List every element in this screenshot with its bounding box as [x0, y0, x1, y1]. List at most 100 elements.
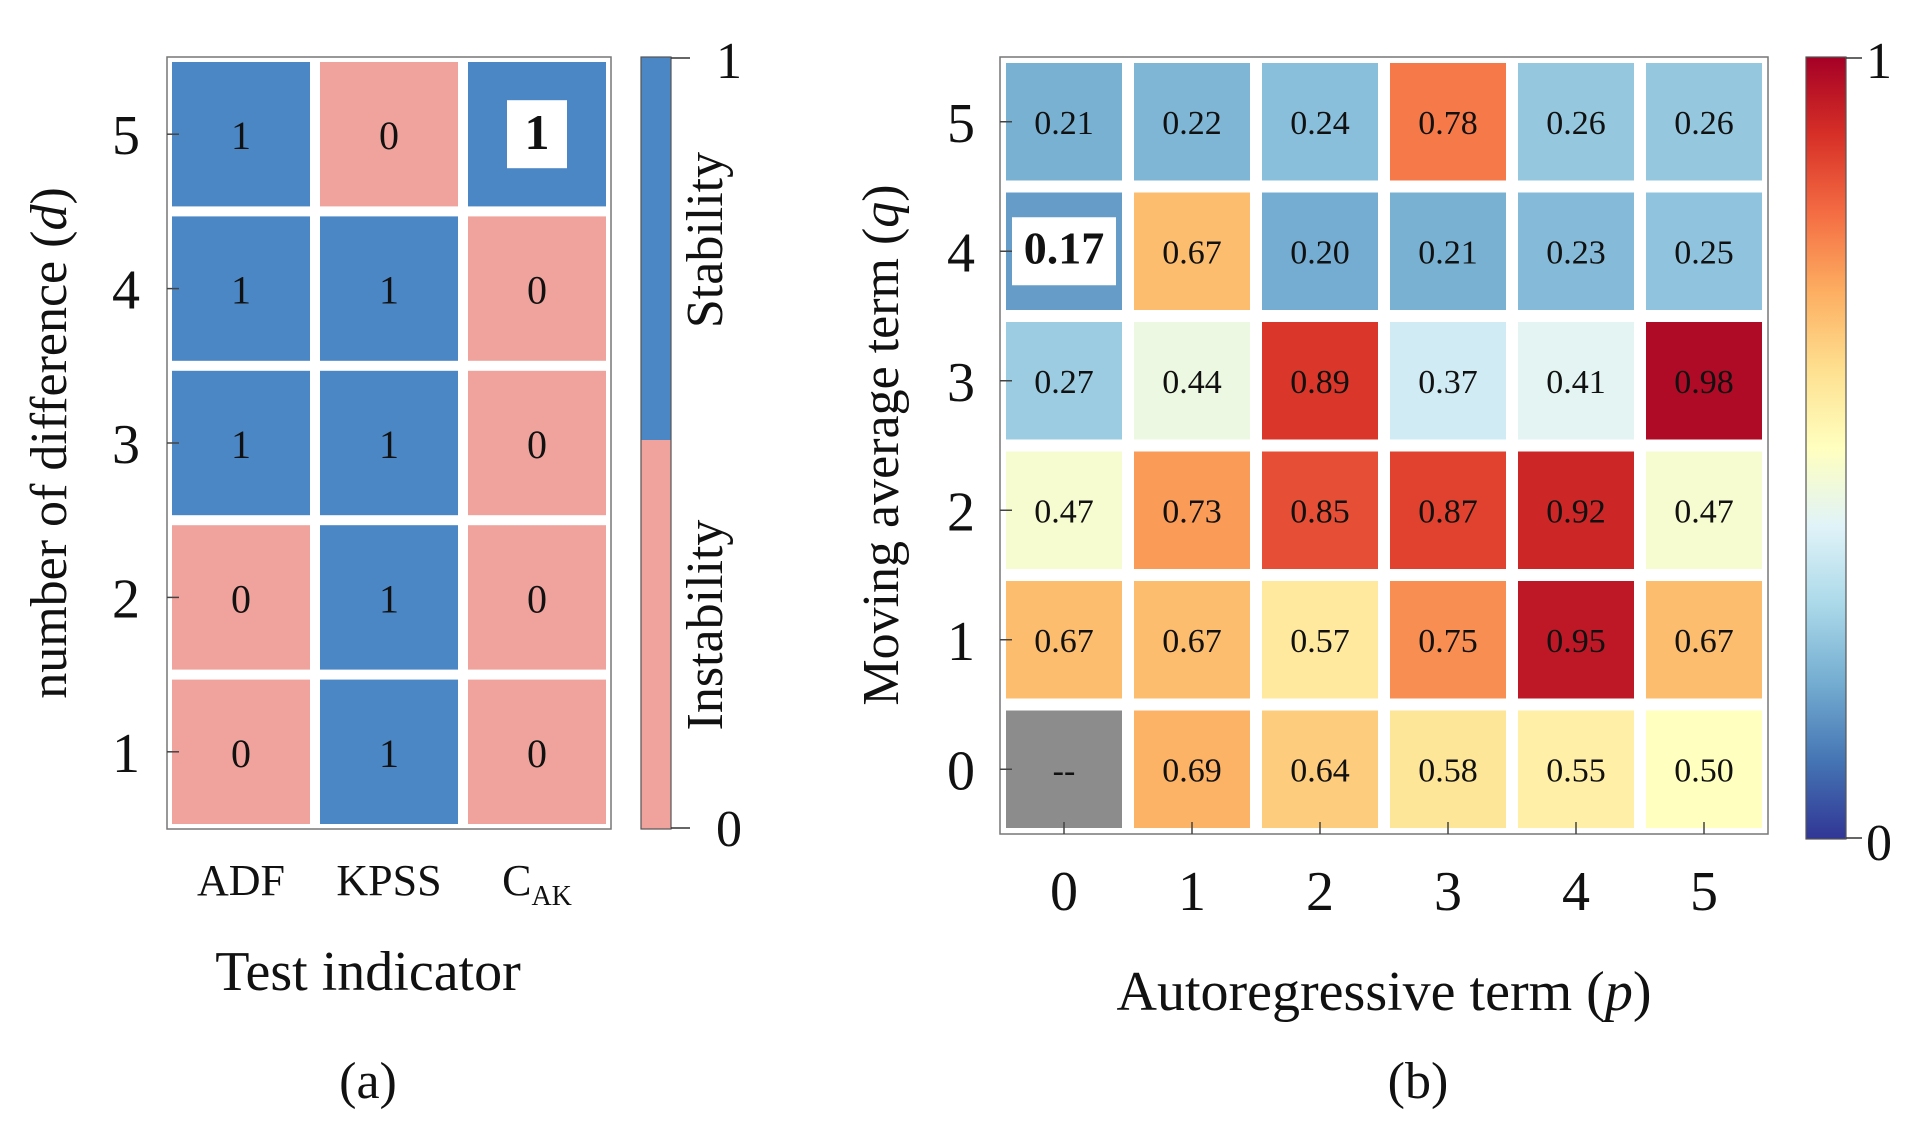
- panel-a-ylabel: number of difference (d): [21, 187, 78, 699]
- y-tick-label: 5: [947, 93, 975, 155]
- cell: [172, 525, 310, 670]
- panel-a-colorbar: 1 0 Stability Instability: [640, 33, 742, 858]
- cell-label: 0.67: [1034, 623, 1094, 660]
- cell: [468, 679, 606, 824]
- cell: [1134, 192, 1250, 310]
- cell-label: 0.37: [1418, 364, 1478, 401]
- cell-label: 0.26: [1674, 105, 1734, 142]
- cell: [1390, 63, 1506, 181]
- cell-label: --: [1053, 752, 1076, 789]
- panel-b-ylabel: Moving average term (q): [853, 184, 910, 705]
- cell: [1134, 581, 1250, 699]
- cell: [320, 525, 458, 670]
- cell-label: 0.23: [1546, 234, 1606, 271]
- cell: [468, 525, 606, 670]
- x-tick-label: 2: [1306, 861, 1334, 923]
- cell-label: 0: [231, 576, 251, 621]
- cell: [1390, 451, 1506, 569]
- cell-label: 0: [527, 268, 547, 313]
- cell: [1006, 322, 1122, 440]
- cell: [1134, 710, 1250, 828]
- panel-a-y-ticks: 5 4 3 2 1: [112, 105, 179, 785]
- cell: [1262, 451, 1378, 569]
- cell-label: 0.21: [1034, 105, 1094, 142]
- y-tick-label: 1: [947, 611, 975, 673]
- cell: [1518, 322, 1634, 440]
- cell-label: 0.87: [1418, 493, 1478, 530]
- cell-label: 1: [379, 422, 399, 467]
- cell-label: 0.26: [1546, 105, 1606, 142]
- colorbar-b-min-label: 0: [1866, 815, 1892, 872]
- x-tick-label: 3: [1434, 861, 1462, 923]
- cell: [1134, 63, 1250, 181]
- y-tick-label: 5: [112, 105, 140, 167]
- colorbar-min-label: 0: [716, 801, 742, 858]
- cell-label: 1: [231, 268, 251, 313]
- cell: [1262, 322, 1378, 440]
- x-tick-label: KPSS: [336, 856, 441, 905]
- cell: [1006, 581, 1122, 699]
- cell: [1646, 63, 1762, 181]
- cell-label: 0.41: [1546, 364, 1606, 401]
- cell-label: 0.21: [1418, 234, 1478, 271]
- cell-label: 1: [231, 113, 251, 158]
- cell-label: 0.89: [1290, 364, 1350, 401]
- cell: [320, 216, 458, 361]
- cell: [1646, 192, 1762, 310]
- cell-label: 0: [527, 576, 547, 621]
- cell-label: 0.67: [1162, 234, 1222, 271]
- x-tick-label: ADF: [197, 856, 285, 905]
- cell: [172, 370, 310, 516]
- cell: [320, 62, 458, 207]
- cell-label: 0: [527, 422, 547, 467]
- highlight-box: [1012, 217, 1116, 286]
- cell: [1262, 192, 1378, 310]
- cell-label: 0.24: [1290, 105, 1350, 142]
- x-tick-label: 4: [1562, 861, 1590, 923]
- x-tick-label: 5: [1690, 861, 1718, 923]
- cell: [1518, 63, 1634, 181]
- cell: [1518, 192, 1634, 310]
- colorbar-stability-segment: [641, 57, 671, 440]
- cell-label: 0.85: [1290, 493, 1350, 530]
- colorbar-gradient: [1806, 57, 1846, 839]
- cell: [1390, 710, 1506, 828]
- colorbar-instability-segment: [641, 440, 671, 829]
- y-tick-label: 0: [947, 740, 975, 802]
- colorbar-instability-label: Instability: [677, 520, 734, 731]
- highlighted-cell-label: 0.17: [1024, 222, 1105, 273]
- panel-b-y-ticks: 5 4 3 2 1 0: [947, 93, 1012, 802]
- cell-label: 1: [379, 731, 399, 776]
- cell-label: 0.57: [1290, 623, 1350, 660]
- cell: [1006, 710, 1122, 828]
- cell: [1134, 322, 1250, 440]
- cell-label: 0.55: [1546, 752, 1606, 789]
- colorbar-max-label: 1: [716, 33, 742, 90]
- cell: [1262, 710, 1378, 828]
- cell: [1518, 710, 1634, 828]
- cell: [1646, 581, 1762, 699]
- cell-label: 0.25: [1674, 234, 1734, 271]
- cell-label: 1: [379, 576, 399, 621]
- colorbar-b-max-label: 1: [1866, 33, 1892, 90]
- cell: [1262, 63, 1378, 181]
- cell: [1646, 710, 1762, 828]
- cell: [1390, 322, 1506, 440]
- highlight-box: [507, 100, 567, 169]
- cell-label: 0: [527, 731, 547, 776]
- panel-b-heatmap: 0.21 0.22 0.24 0.78 0.26 0.26 0.17 0.67 0.20 0.21…: [853, 33, 1892, 1110]
- x-tick-label: CAK: [502, 856, 572, 912]
- cell-label: 0.47: [1034, 493, 1094, 530]
- y-tick-label: 2: [947, 481, 975, 543]
- panel-a-x-ticks: ADF KPSS CAK: [197, 856, 572, 912]
- cell: [1518, 581, 1634, 699]
- cell-label: 0.67: [1162, 623, 1222, 660]
- panel-a-cells: 1 0 1 1 1 0 1 1 0 0 1 0 0 1 0: [172, 62, 606, 824]
- cell-label: 0.22: [1162, 105, 1222, 142]
- x-tick-label: 0: [1050, 861, 1078, 923]
- cell-label: 1: [379, 268, 399, 313]
- cell-label: 0.58: [1418, 752, 1478, 789]
- cell: [172, 62, 310, 207]
- cell: [1390, 192, 1506, 310]
